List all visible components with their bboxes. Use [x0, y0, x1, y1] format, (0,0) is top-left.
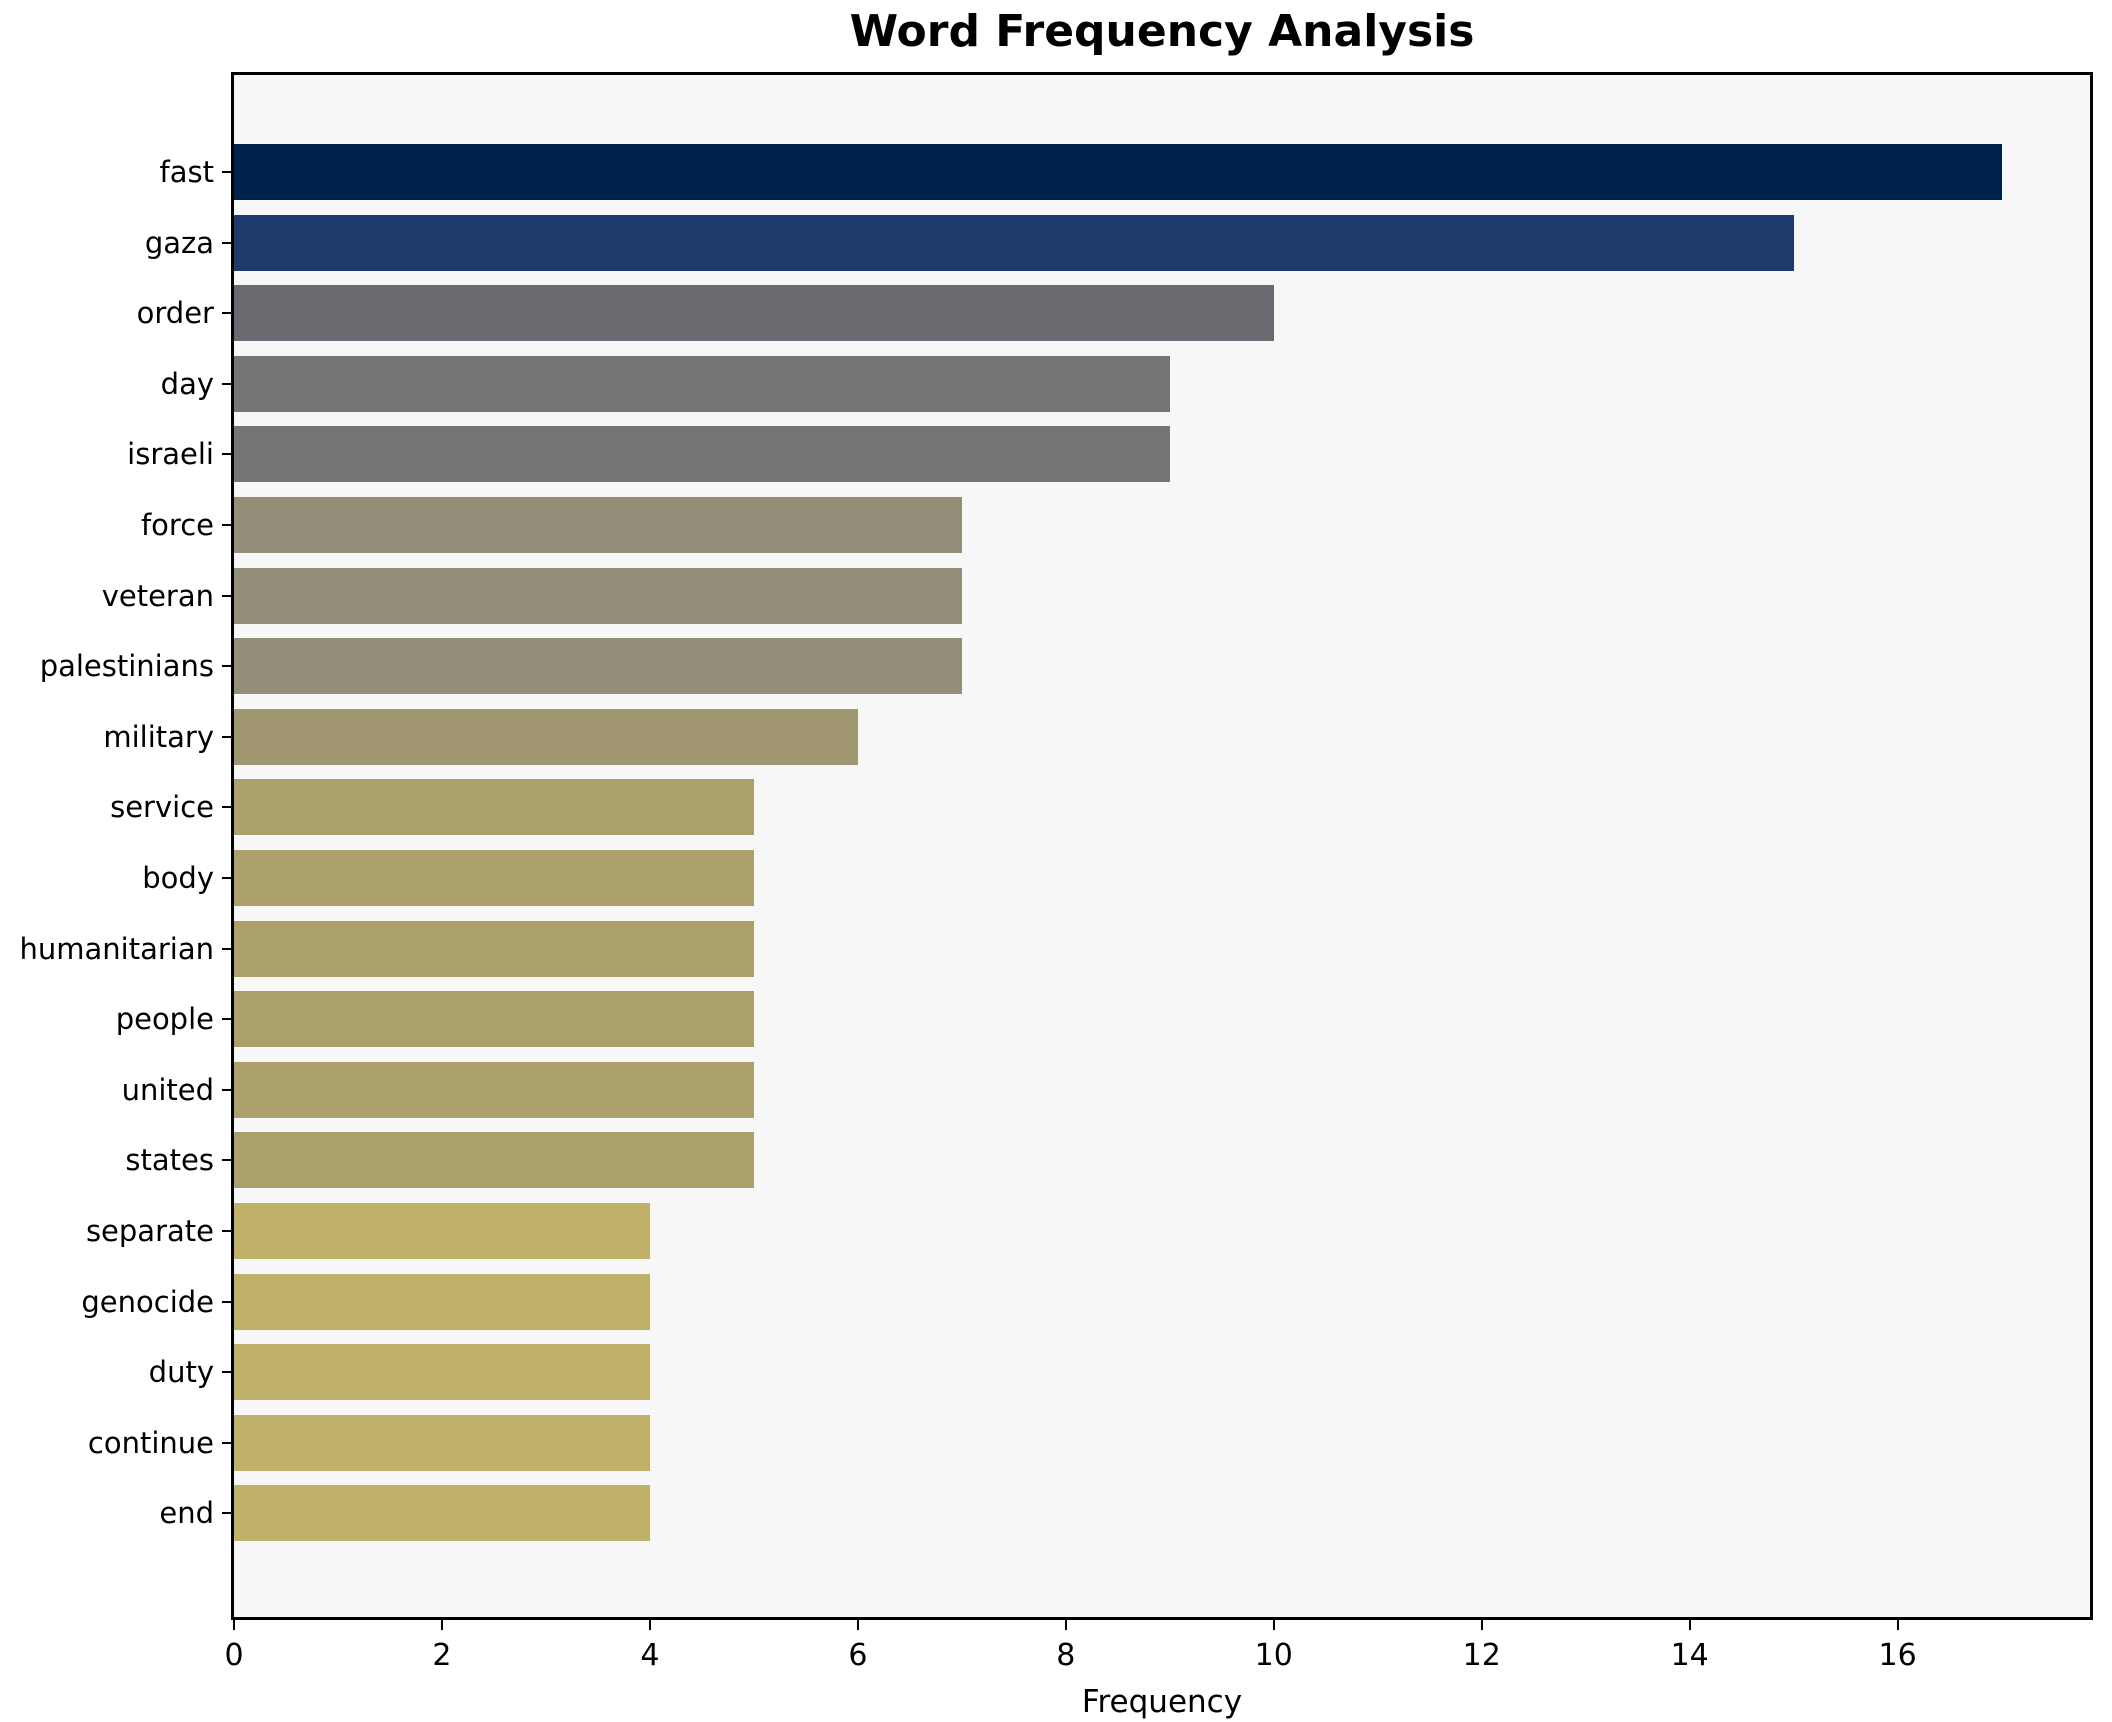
y-tick-label-body: body: [142, 861, 214, 895]
y-tick-label-states: states: [125, 1143, 214, 1178]
x-tick-mark: [1480, 1620, 1483, 1630]
bar-day: [234, 355, 1170, 412]
x-tick-label: 10: [1254, 1638, 1293, 1673]
bar-military: [234, 708, 858, 765]
x-tick-label: 12: [1462, 1638, 1501, 1673]
x-tick-mark: [440, 1620, 443, 1630]
y-tick-label-united: united: [121, 1072, 214, 1107]
bar-people: [234, 991, 754, 1048]
y-tick-label-genocide: genocide: [81, 1284, 214, 1319]
x-tick-label: 8: [1056, 1638, 1076, 1673]
bar-fast: [234, 144, 2002, 200]
bar-force: [234, 497, 962, 553]
bar-end: [234, 1485, 650, 1542]
y-tick-label-duty: duty: [148, 1355, 214, 1390]
y-tick-mark: [222, 171, 231, 173]
y-tick-label-israeli: israeli: [127, 437, 214, 472]
y-tick-mark: [222, 877, 231, 879]
bar-continue: [234, 1414, 650, 1471]
bar-states: [234, 1132, 754, 1189]
plot-area: [231, 72, 2093, 1620]
y-tick-mark: [222, 1512, 231, 1515]
x-tick-label: 2: [432, 1638, 452, 1673]
y-tick-mark: [222, 312, 231, 315]
y-tick-mark: [222, 1441, 231, 1444]
x-tick-mark: [1272, 1620, 1275, 1630]
bar-gaza: [234, 214, 1794, 271]
x-axis-label: Frequency: [1081, 1684, 1243, 1720]
bar-service: [234, 779, 754, 836]
bar-palestinians: [234, 638, 962, 695]
x-tick-mark: [648, 1620, 651, 1630]
x-tick-mark: [1064, 1620, 1067, 1630]
bar-genocide: [234, 1273, 650, 1330]
y-tick-mark: [222, 665, 231, 668]
x-tick-mark: [1896, 1620, 1899, 1630]
y-tick-mark: [222, 806, 231, 809]
x-tick-label: 0: [224, 1638, 244, 1673]
bar-united: [234, 1061, 754, 1118]
x-tick-label: 14: [1670, 1638, 1709, 1673]
y-tick-label-veteran: veteran: [101, 578, 214, 613]
bar-duty: [234, 1344, 650, 1401]
y-tick-label-military: military: [103, 719, 214, 754]
bar-veteran: [234, 567, 962, 624]
bar-body: [234, 850, 754, 906]
y-tick-mark: [222, 1159, 231, 1162]
y-tick-label-continue: continue: [87, 1425, 214, 1460]
x-tick-mark: [233, 1620, 235, 1630]
y-tick-mark: [222, 1371, 231, 1374]
y-tick-mark: [222, 524, 231, 526]
bar-separate: [234, 1203, 650, 1259]
x-tick-label: 4: [640, 1638, 660, 1673]
y-tick-mark: [222, 453, 231, 456]
bars-layer: [234, 75, 2090, 1617]
y-tick-label-people: people: [115, 1002, 214, 1037]
x-tick-label: 16: [1878, 1638, 1917, 1673]
y-tick-mark: [222, 594, 231, 597]
y-tick-label-order: order: [136, 296, 214, 331]
bar-israeli: [234, 426, 1170, 483]
x-tick-label: 6: [848, 1638, 868, 1673]
y-tick-mark: [222, 1088, 231, 1091]
y-tick-label-separate: separate: [85, 1214, 214, 1248]
y-tick-mark: [222, 382, 231, 385]
y-tick-label-humanitarian: humanitarian: [19, 931, 215, 966]
y-tick-mark: [222, 735, 231, 738]
bar-humanitarian: [234, 920, 754, 977]
x-tick-mark: [1688, 1620, 1691, 1630]
y-tick-label-gaza: gaza: [144, 225, 214, 260]
y-tick-mark: [222, 947, 231, 950]
y-tick-label-force: force: [140, 508, 214, 542]
y-tick-label-end: end: [159, 1496, 214, 1531]
chart-title: Word Frequency Analysis: [849, 6, 1475, 57]
y-tick-label-fast: fast: [159, 155, 214, 189]
y-tick-label-day: day: [160, 366, 214, 401]
y-tick-mark: [222, 1230, 231, 1232]
y-tick-mark: [222, 241, 231, 244]
y-tick-mark: [222, 1300, 231, 1303]
bar-order: [234, 285, 1274, 342]
x-tick-mark: [856, 1620, 859, 1630]
y-tick-label-palestinians: palestinians: [39, 649, 214, 684]
y-tick-mark: [222, 1018, 231, 1021]
y-tick-label-service: service: [110, 790, 214, 825]
